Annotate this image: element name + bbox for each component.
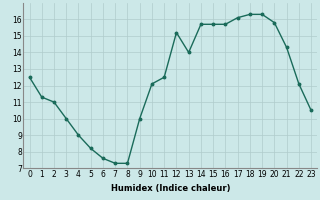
X-axis label: Humidex (Indice chaleur): Humidex (Indice chaleur) — [110, 184, 230, 193]
